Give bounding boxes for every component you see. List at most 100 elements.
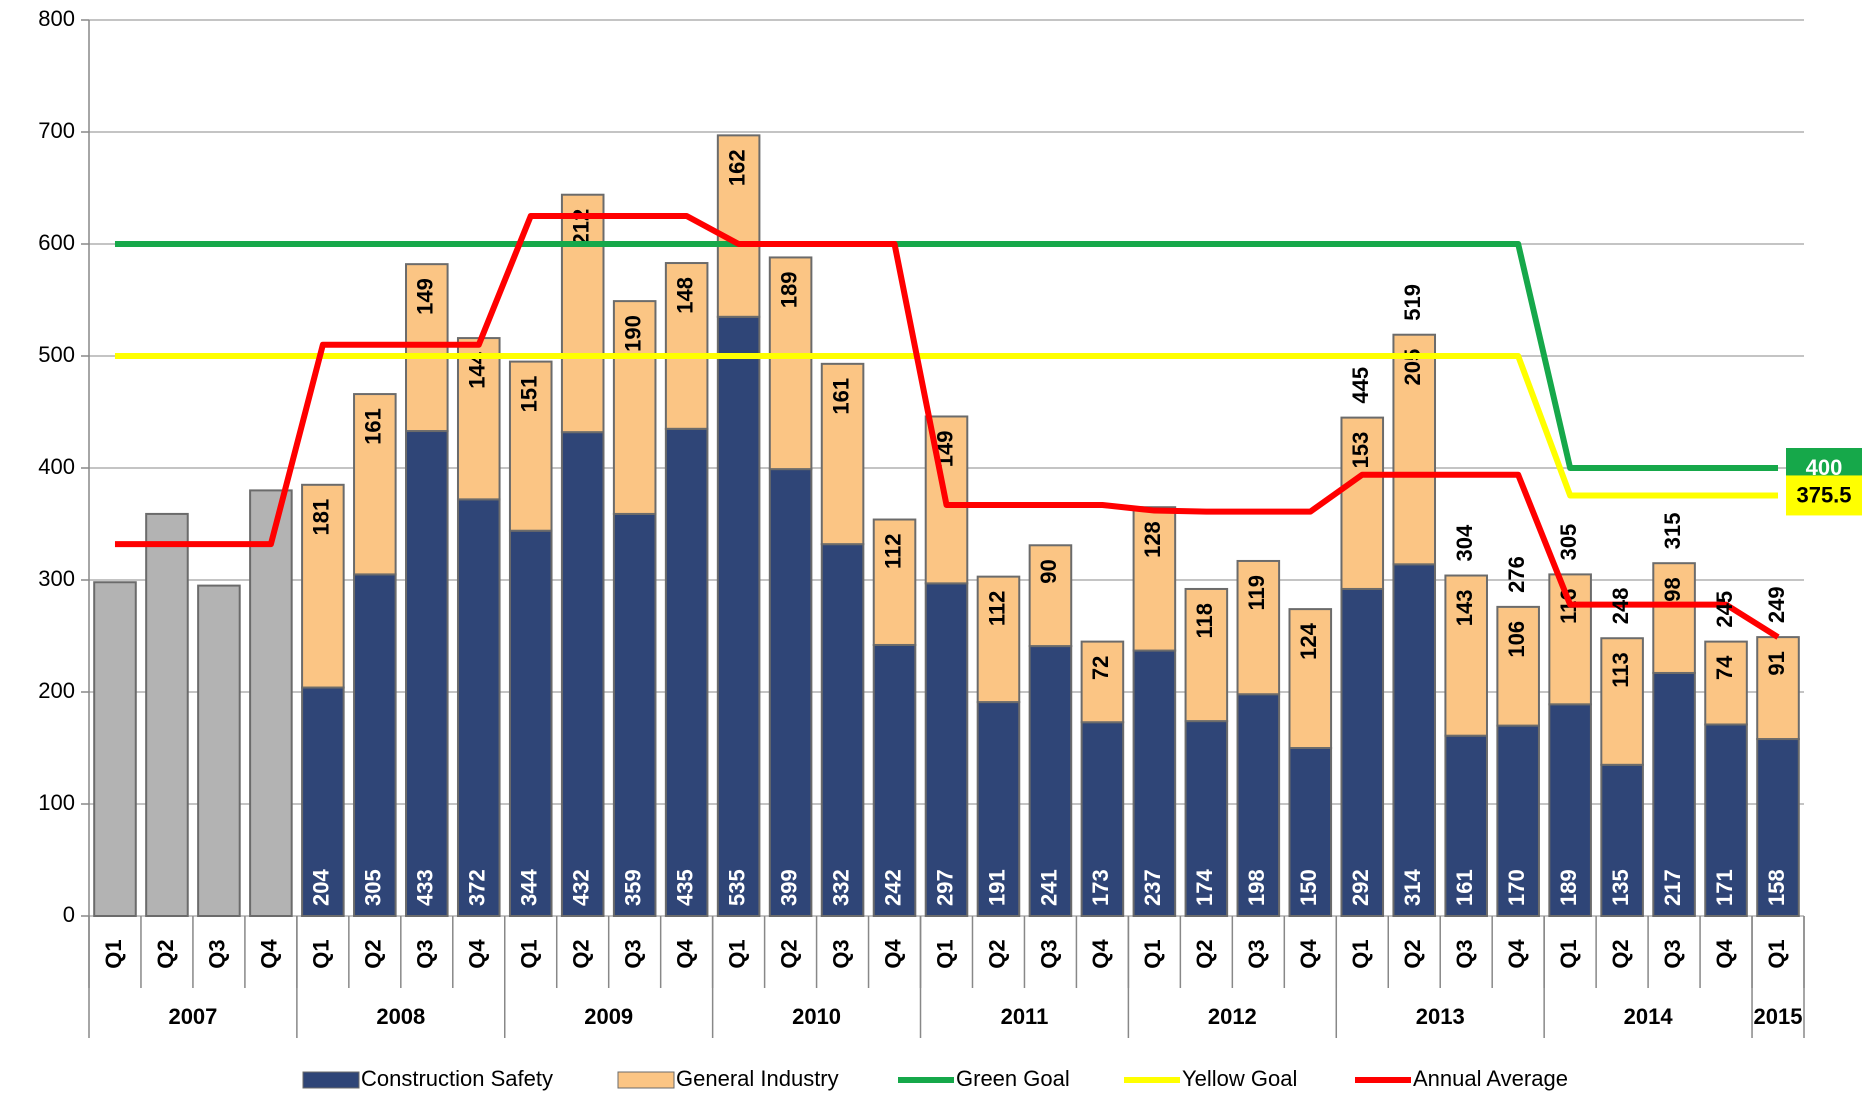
- x-tick-label: Q1: [517, 939, 542, 968]
- y-tick-label: 500: [38, 342, 75, 367]
- value-label: 106: [1504, 621, 1529, 658]
- value-label: 359: [620, 869, 645, 906]
- bar: [768, 256, 813, 471]
- y-tick-label: 400: [38, 454, 75, 479]
- x-tick-label: Q3: [1036, 939, 1061, 968]
- bar: [353, 393, 397, 576]
- year-label: 2015: [1754, 1004, 1803, 1029]
- value-label: 143: [1452, 590, 1477, 627]
- value-label: 149: [413, 278, 438, 315]
- x-tick-label: Q3: [413, 939, 438, 968]
- x-tick-label: Q1: [101, 939, 126, 968]
- bar: [1132, 506, 1177, 652]
- bar: [353, 573, 397, 918]
- bar: [145, 512, 189, 917]
- x-tick-label: Q4: [465, 939, 490, 969]
- legend-label: General Industry: [676, 1066, 839, 1091]
- x-tick-label: Q4: [1088, 939, 1113, 969]
- legend-label: Construction Safety: [361, 1066, 553, 1091]
- total-label: 245: [1712, 591, 1737, 628]
- bar: [456, 498, 501, 917]
- bar: [560, 193, 605, 434]
- year-label: 2009: [584, 1004, 633, 1029]
- value-label: 153: [1348, 432, 1373, 469]
- legend-label: Green Goal: [956, 1066, 1070, 1091]
- bar: [1236, 559, 1281, 696]
- x-tick-label: Q2: [153, 939, 178, 968]
- bar: [1600, 637, 1644, 766]
- bar: [1600, 763, 1644, 917]
- value-label: 242: [880, 869, 905, 906]
- value-label: 190: [620, 315, 645, 352]
- value-label: 535: [724, 869, 749, 906]
- value-label: 158: [1764, 869, 1789, 906]
- value-label: 112: [880, 534, 905, 570]
- value-label: 433: [413, 869, 438, 906]
- value-label: 119: [1244, 575, 1269, 611]
- value-label: 191: [984, 869, 1009, 906]
- y-tick-label: 0: [63, 902, 75, 927]
- value-label: 98: [1660, 577, 1685, 601]
- y-tick-label: 100: [38, 790, 75, 815]
- value-label: 332: [828, 869, 853, 906]
- year-label: 2011: [1001, 1004, 1049, 1029]
- value-label: 217: [1660, 869, 1685, 906]
- bar: [405, 430, 449, 917]
- bar: [820, 543, 865, 917]
- x-tick-label: Q1: [724, 939, 749, 968]
- value-label: 189: [776, 271, 801, 308]
- y-tick-label: 800: [38, 6, 75, 31]
- bar: [664, 427, 709, 917]
- bar: [1652, 562, 1696, 674]
- total-label: 315: [1660, 512, 1685, 549]
- x-tick-label: Q3: [205, 939, 230, 968]
- x-tick-label: Q1: [309, 939, 334, 968]
- value-label: 171: [1712, 869, 1737, 906]
- bar: [1704, 640, 1748, 726]
- bar: [1080, 640, 1125, 724]
- value-label: 189: [1556, 869, 1581, 906]
- value-label: 314: [1400, 869, 1425, 906]
- bar: [1496, 605, 1540, 727]
- value-label: 161: [828, 378, 853, 415]
- line: [114, 353, 1779, 499]
- bar: [560, 431, 605, 917]
- total-label: 519: [1400, 284, 1425, 321]
- bar: [249, 489, 293, 917]
- bar: [1340, 416, 1385, 590]
- value-label: 372: [465, 869, 490, 906]
- value-label: 432: [569, 869, 594, 906]
- bar: [1028, 645, 1073, 918]
- bar: [1704, 723, 1748, 917]
- bar: [924, 582, 969, 917]
- x-tick-label: Q4: [1504, 939, 1529, 969]
- year-label: 2007: [168, 1004, 217, 1029]
- bar: [664, 262, 709, 430]
- bar: [1756, 636, 1800, 741]
- x-tick-label: Q3: [828, 939, 853, 968]
- value-label: 161: [361, 408, 386, 445]
- bar: [301, 686, 345, 918]
- x-tick-label: Q4: [1712, 939, 1737, 969]
- total-label: 249: [1764, 586, 1789, 623]
- bar: [1496, 724, 1540, 917]
- legend-label: Annual Average: [1413, 1066, 1568, 1091]
- x-tick-label: Q3: [1452, 939, 1477, 968]
- bar: [716, 315, 761, 917]
- year-label: 2013: [1416, 1004, 1465, 1029]
- x-tick-label: Q2: [361, 939, 386, 968]
- legend-swatch: [617, 1071, 675, 1089]
- line: [114, 241, 1779, 471]
- bar: [1340, 587, 1385, 918]
- x-tick-label: Q1: [1140, 939, 1165, 968]
- x-tick-label: Q1: [932, 939, 957, 968]
- y-tick-label: 200: [38, 678, 75, 703]
- bar: [1132, 649, 1177, 917]
- x-tick-label: Q2: [776, 939, 801, 968]
- year-label: 2010: [792, 1004, 841, 1029]
- bar: [1444, 734, 1488, 917]
- bar: [508, 529, 553, 917]
- value-label: 90: [1036, 559, 1061, 583]
- value-label: 162: [724, 149, 749, 186]
